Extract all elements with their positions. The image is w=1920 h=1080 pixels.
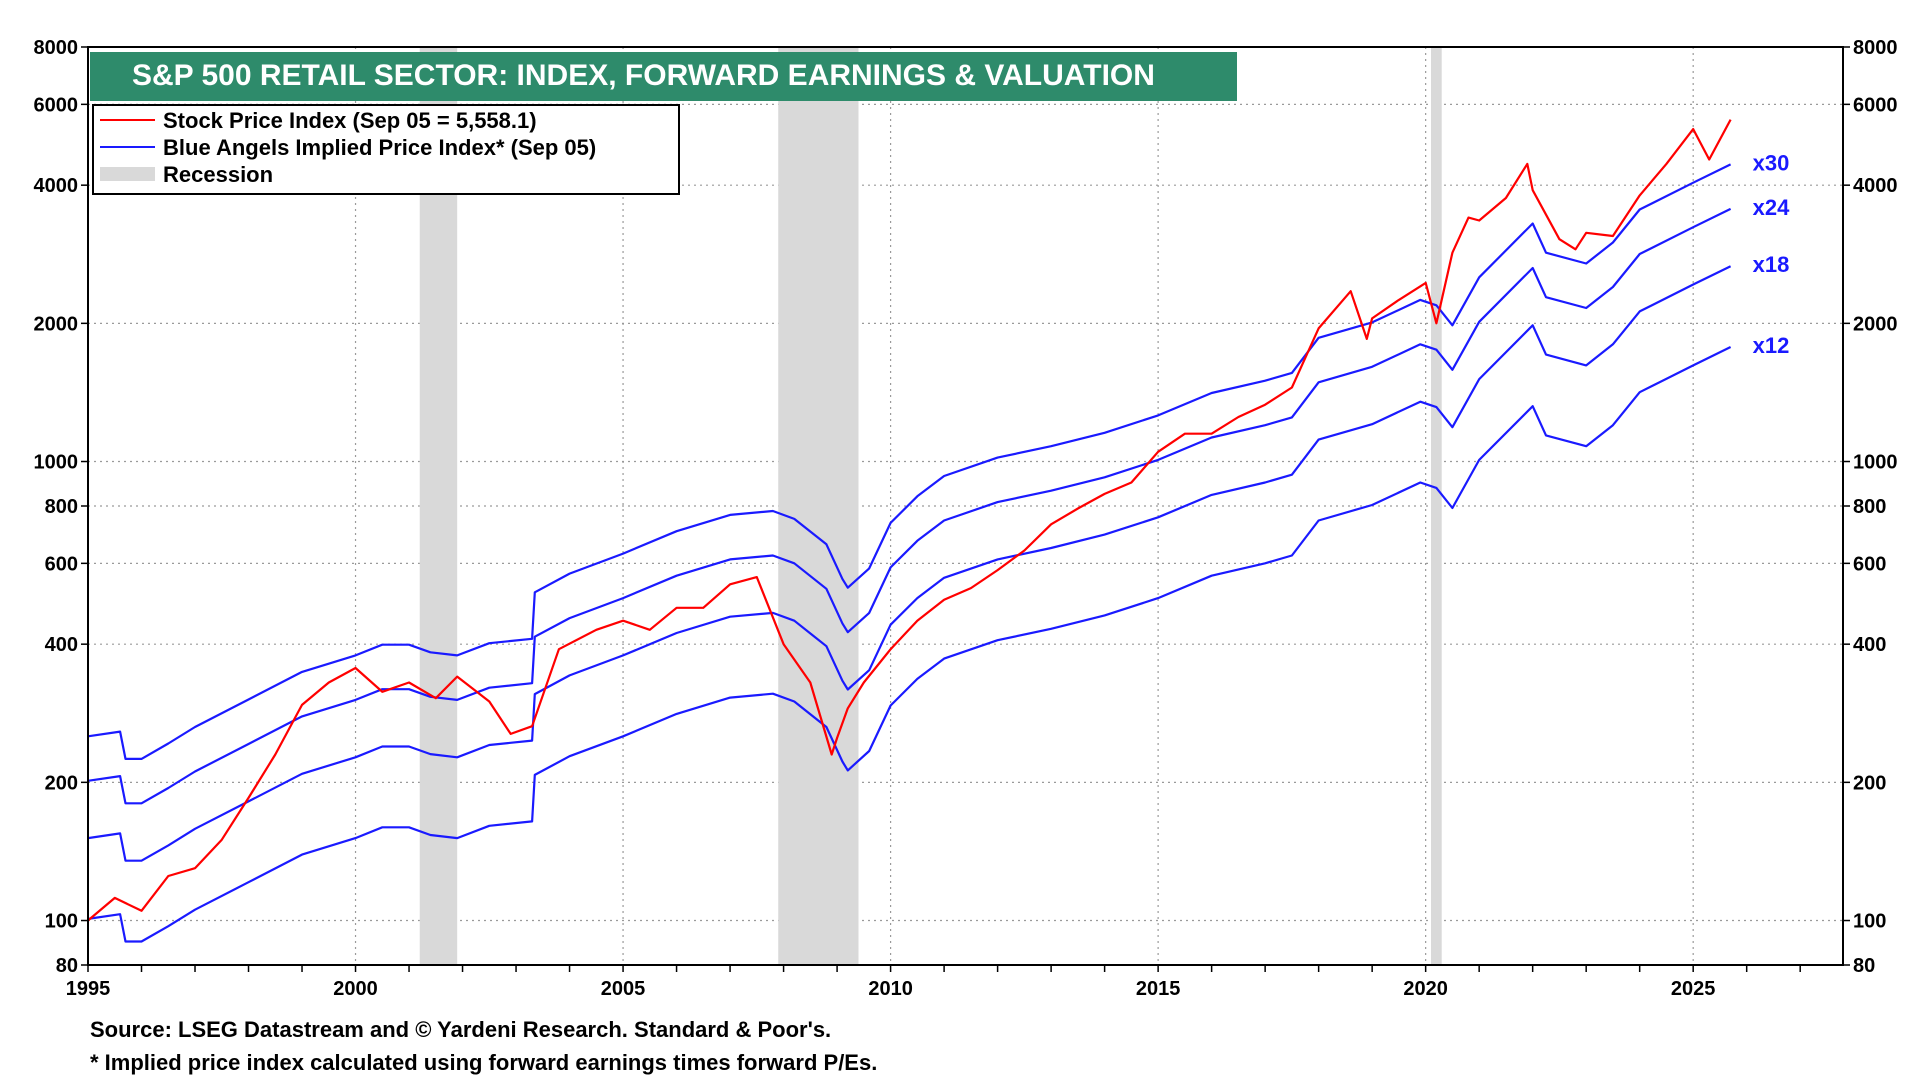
x-tick-label: 2005 [601,978,646,1000]
y-tick-label-left: 200 [45,772,78,794]
grid-lines [87,47,1843,965]
x-tick-label: 1995 [66,978,111,1000]
legend-swatch-recession [100,167,155,181]
implied-line-x30 [87,163,1732,761]
legend-box [92,104,680,195]
y-tick-label-right: 1000 [1853,452,1898,474]
stock-price-line [87,119,1732,922]
legend-label-stock: Stock Price Index (Sep 05 = 5,558.1) [163,108,537,133]
y-tick-label-right: 600 [1853,553,1886,575]
multiplier-labels: x30 x24 x18 x12 [1753,150,1790,358]
multiplier-label-x12: x12 [1753,333,1790,358]
y-tick-label-right: 2000 [1853,313,1898,335]
y-tick-label-left: 4000 [34,175,79,197]
multiplier-label-x18: x18 [1753,252,1790,277]
multiplier-label-x30: x30 [1753,150,1790,175]
y-tick-label-left: 800 [45,496,78,518]
y-axis-ticks: 80 80 100 100 200 200 400 400 600 600 800 800 1000 10… [34,37,1898,977]
y-tick-label-left: 600 [45,553,78,575]
y-tick-label-left: 8000 [34,37,79,59]
y-tick-label-right: 200 [1853,772,1886,794]
recession-band [778,47,859,965]
recession-band [1431,47,1442,965]
multiplier-label-x24: x24 [1753,195,1790,220]
y-tick-label-left: 100 [45,911,78,933]
implied-line-x12 [87,346,1732,943]
y-tick-label-left: 2000 [34,313,79,335]
y-tick-label-left: 400 [45,634,78,656]
y-tick-label-right: 100 [1853,911,1886,933]
implied-line-x24 [87,207,1732,805]
recession-bands [419,47,1442,965]
chart-title-box: S&P 500 RETAIL SECTOR: INDEX, FORWARD EA… [90,52,1237,101]
chart-title-background [90,52,1237,101]
source-note: Source: LSEG Datastream and © Yardeni Re… [90,1017,832,1042]
y-tick-label-right: 400 [1853,634,1886,656]
series-lines [87,119,1732,943]
chart-title: S&P 500 RETAIL SECTOR: INDEX, FORWARD EA… [132,59,1155,92]
x-tick-label: 2020 [1403,978,1448,1000]
x-tick-label: 2025 [1671,978,1716,1000]
y-tick-label-left: 1000 [34,452,79,474]
implied-line-x18 [87,265,1732,862]
y-tick-label-right: 8000 [1853,37,1898,59]
y-tick-label-right: 80 [1853,955,1875,977]
y-tick-label-left: 6000 [34,94,79,116]
footnote: * Implied price index calculated using f… [90,1050,878,1075]
recession-band [419,47,458,965]
x-tick-label: 2000 [333,978,378,1000]
legend-label-recession: Recession [163,162,273,187]
y-tick-label-right: 800 [1853,496,1886,518]
x-axis-ticks: 1995 2000 2005 2010 2015 2020 2025 [66,965,1801,1000]
legend-label-implied: Blue Angels Implied Price Index* (Sep 05… [163,135,596,160]
y-tick-label-right: 4000 [1853,175,1898,197]
x-tick-label: 2015 [1136,978,1181,1000]
y-tick-label-right: 6000 [1853,94,1898,116]
legend: Stock Price Index (Sep 05 = 5,558.1) Blu… [92,104,680,195]
x-tick-label: 2010 [868,978,913,1000]
y-tick-label-left: 80 [56,955,78,977]
